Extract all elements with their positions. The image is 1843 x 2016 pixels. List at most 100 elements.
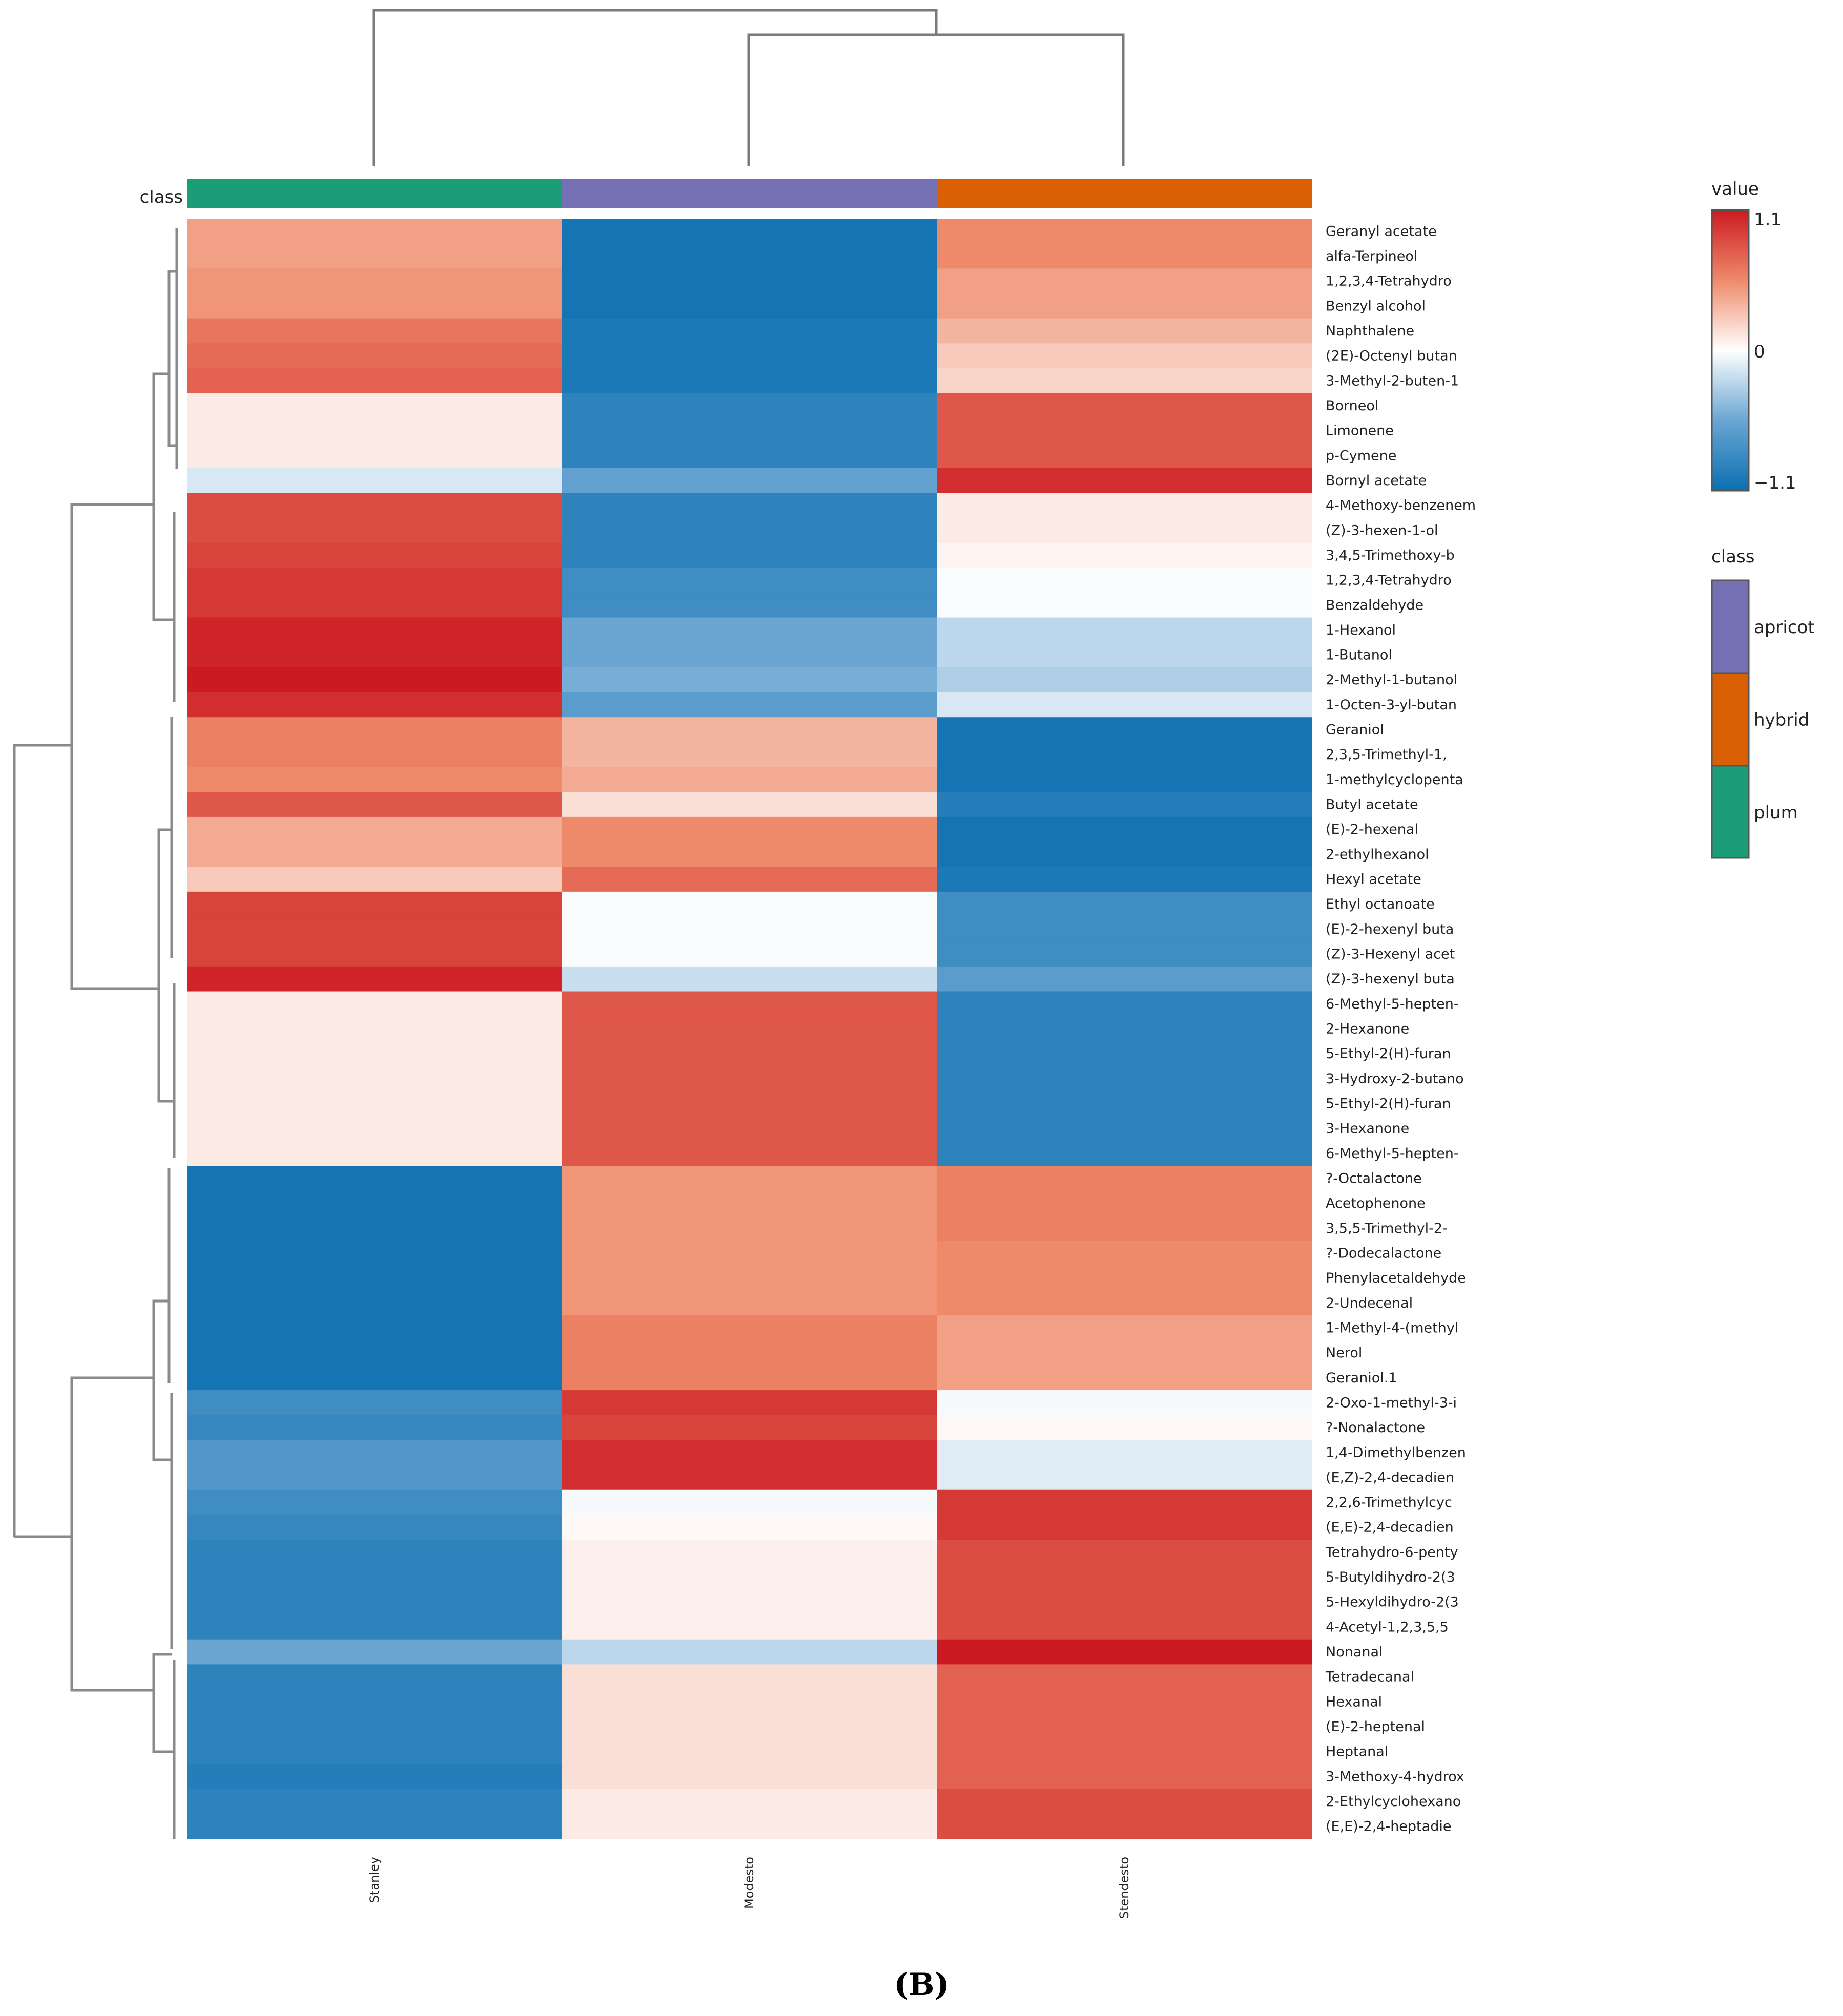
row-label: Butyl acetate bbox=[1326, 797, 1418, 813]
heatmap-cell bbox=[187, 468, 562, 493]
heatmap-cell bbox=[937, 1390, 1312, 1416]
row-label: 3-Methyl-2-buten-1 bbox=[1326, 373, 1459, 389]
heatmap-cell bbox=[562, 1739, 937, 1765]
heatmap-cell bbox=[562, 1141, 937, 1166]
row-label: Ethyl octanoate bbox=[1326, 896, 1435, 912]
row-label: (E)-2-hexenal bbox=[1326, 822, 1418, 837]
heatmap-cell bbox=[562, 767, 937, 792]
heatmap-cell bbox=[562, 617, 937, 643]
row-label: Benzyl alcohol bbox=[1326, 298, 1426, 314]
heatmap-cell bbox=[562, 1016, 937, 1042]
heatmap-cell bbox=[562, 1639, 937, 1665]
class-legend-label-plum: plum bbox=[1754, 803, 1798, 823]
heatmap-cell bbox=[937, 692, 1312, 718]
class-legend-swatch-apricot bbox=[1711, 579, 1750, 674]
row-label: Geraniol.1 bbox=[1326, 1370, 1397, 1386]
heatmap-cell bbox=[562, 1540, 937, 1565]
heatmap-cell bbox=[937, 468, 1312, 493]
heatmap-cell bbox=[187, 1465, 562, 1490]
row-label: ?-Nonalactone bbox=[1326, 1420, 1425, 1436]
heatmap-cell bbox=[187, 742, 562, 768]
heatmap-cell bbox=[937, 991, 1312, 1017]
heatmap-cell bbox=[937, 393, 1312, 418]
heatmap-cell bbox=[187, 1589, 562, 1615]
heatmap-cell bbox=[562, 717, 937, 743]
heatmap-cell bbox=[187, 1365, 562, 1391]
heatmap-cell bbox=[562, 1689, 937, 1715]
heatmap-cell bbox=[187, 991, 562, 1017]
heatmap-cell bbox=[562, 268, 937, 294]
heatmap-cell bbox=[937, 617, 1312, 643]
heatmap-cell bbox=[562, 468, 937, 493]
heatmap-cell bbox=[187, 1689, 562, 1715]
heatmap-cell bbox=[562, 1215, 937, 1241]
row-label: 3-Methoxy-4-hydrox bbox=[1326, 1769, 1464, 1784]
row-label: 2-Hexanone bbox=[1326, 1021, 1409, 1037]
heatmap-cell bbox=[562, 243, 937, 269]
heatmap-cell bbox=[937, 568, 1312, 593]
heatmap-cell bbox=[562, 1365, 937, 1391]
heatmap-cell bbox=[937, 219, 1312, 244]
row-label: 1,4-Dimethylbenzen bbox=[1326, 1445, 1466, 1461]
column-dendrogram bbox=[372, 9, 1125, 166]
heatmap-cell bbox=[187, 1739, 562, 1765]
row-labels: Geranyl acetate alfa-Terpineol 1,2,3,4-Tet… bbox=[1325, 223, 1476, 1834]
heatmap-cell bbox=[187, 568, 562, 593]
heatmap-cell bbox=[187, 1241, 562, 1266]
heatmap-cell bbox=[937, 542, 1312, 568]
row-label: 4-Methoxy-benzenem bbox=[1326, 498, 1476, 514]
heatmap-cell bbox=[937, 667, 1312, 693]
row-label: Benzaldehyde bbox=[1326, 597, 1423, 613]
heatmap-cell bbox=[937, 816, 1312, 843]
heatmap-cell bbox=[562, 418, 937, 444]
heatmap-cell bbox=[937, 1340, 1312, 1366]
heatmap-cell bbox=[562, 867, 937, 892]
row-label: Hexyl acetate bbox=[1326, 872, 1421, 888]
heatmap-cell bbox=[937, 1564, 1312, 1590]
heatmap-cell bbox=[937, 1116, 1312, 1142]
heatmap-cell bbox=[937, 742, 1312, 768]
heatmap-cell bbox=[937, 1041, 1312, 1067]
heatmap-cell bbox=[562, 1241, 937, 1266]
heatmap-cell bbox=[187, 816, 562, 843]
heatmap-cell bbox=[562, 1764, 937, 1790]
row-label: ?-Dodecalactone bbox=[1326, 1245, 1441, 1261]
row-label: p-Cymene bbox=[1326, 448, 1396, 464]
heatmap-cell bbox=[187, 318, 562, 344]
row-label: Acetophenone bbox=[1326, 1195, 1426, 1211]
row-label: (E)-2-hexenyl buta bbox=[1326, 921, 1454, 937]
row-label: 2-ethylhexanol bbox=[1326, 847, 1429, 863]
row-label: 6-Methyl-5-hepten- bbox=[1326, 1146, 1459, 1162]
heatmap-cell bbox=[187, 717, 562, 743]
row-label: Geraniol bbox=[1326, 722, 1384, 738]
heatmap-cell bbox=[937, 1141, 1312, 1166]
heatmap-cell bbox=[562, 592, 937, 618]
heatmap-cell bbox=[937, 268, 1312, 294]
heatmap-cell bbox=[937, 1265, 1312, 1291]
heatmap-cell bbox=[562, 1190, 937, 1216]
heatmap-cell bbox=[187, 792, 562, 817]
heatmap-cell bbox=[937, 767, 1312, 792]
row-label: (Z)-3-Hexenyl acet bbox=[1326, 947, 1455, 962]
heatmap-cell bbox=[187, 393, 562, 418]
row-label: 3-Hexanone bbox=[1326, 1121, 1409, 1137]
heatmap-cell bbox=[562, 1789, 937, 1814]
heatmap-cell bbox=[937, 1515, 1312, 1540]
heatmap-cell bbox=[937, 1166, 1312, 1191]
row-label: 1-methylcyclopenta bbox=[1326, 772, 1463, 788]
row-label: ?-Octalactone bbox=[1326, 1170, 1422, 1186]
heatmap-cell bbox=[937, 1589, 1312, 1615]
heatmap-cell bbox=[187, 268, 562, 294]
heatmap-cell bbox=[187, 418, 562, 444]
heatmap-cell bbox=[937, 1415, 1312, 1441]
heatmap-cell bbox=[187, 1066, 562, 1091]
value-tick-min: −1.1 bbox=[1754, 473, 1796, 493]
heatmap-cell bbox=[562, 891, 937, 917]
heatmap-cell bbox=[562, 816, 937, 843]
heatmap-cell bbox=[937, 368, 1312, 394]
heatmap-cell bbox=[187, 542, 562, 568]
row-label: (E,E)-2,4-heptadie bbox=[1326, 1819, 1451, 1835]
row-label: (Z)-3-hexen-1-ol bbox=[1326, 522, 1438, 538]
row-label: 5-Ethyl-2(H)-furan bbox=[1326, 1046, 1451, 1062]
